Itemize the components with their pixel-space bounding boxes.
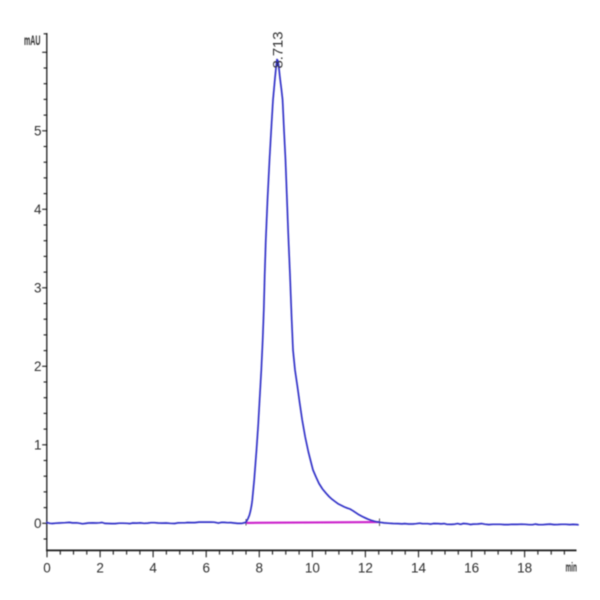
svg-text:1: 1 (34, 438, 42, 453)
svg-text:8.713: 8.713 (271, 32, 286, 69)
svg-text:16: 16 (464, 561, 479, 576)
svg-text:0: 0 (34, 516, 42, 531)
svg-text:8: 8 (256, 561, 264, 576)
svg-text:mAU: mAU (24, 32, 41, 48)
svg-text:5: 5 (34, 124, 42, 139)
svg-text:14: 14 (411, 561, 427, 576)
svg-text:6: 6 (202, 561, 210, 576)
svg-text:12: 12 (358, 561, 373, 576)
svg-text:10: 10 (305, 561, 320, 576)
svg-text:18: 18 (517, 561, 532, 576)
svg-text:4: 4 (149, 561, 157, 576)
svg-text:0: 0 (43, 561, 51, 576)
svg-text:4: 4 (34, 202, 42, 217)
svg-text:3: 3 (34, 281, 42, 296)
svg-text:2: 2 (34, 359, 42, 374)
svg-text:min: min (566, 561, 578, 575)
svg-text:2: 2 (96, 561, 104, 576)
